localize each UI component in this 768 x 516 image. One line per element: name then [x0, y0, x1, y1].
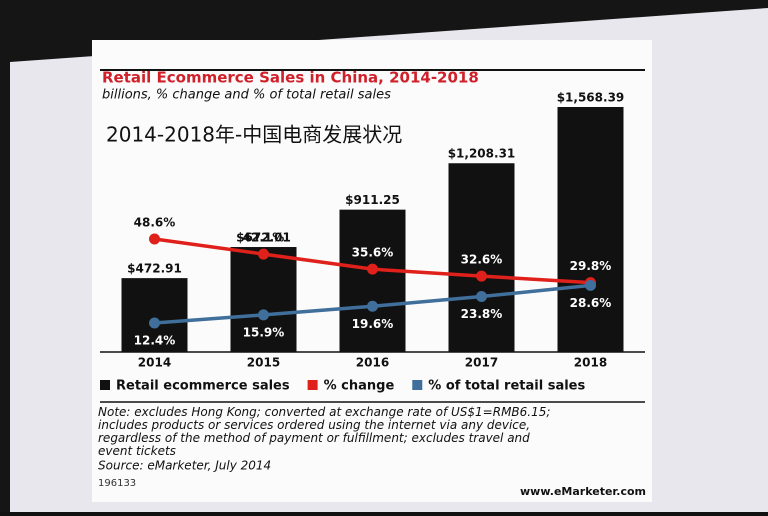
point-label: 23.8%: [461, 307, 503, 321]
legend-label: % change: [324, 379, 395, 394]
point-label: 12.4%: [134, 334, 176, 348]
point: [476, 270, 487, 282]
point: [585, 279, 596, 291]
source: Source: eMarketer, July 2014: [98, 459, 271, 473]
point-label: 19.6%: [352, 317, 394, 331]
x-tick-label: 2018: [574, 356, 607, 370]
bar: [448, 163, 515, 352]
point-label: 48.6%: [134, 216, 176, 230]
note: Note: excludes Hong Kong; converted at e…: [98, 405, 550, 458]
bar: [339, 209, 406, 352]
point-label: 28.6%: [570, 296, 612, 310]
bar: [121, 278, 188, 352]
x-tick-label: 2014: [138, 356, 171, 370]
point-label: 15.9%: [243, 325, 285, 339]
point: [367, 263, 378, 275]
bar: [557, 107, 624, 352]
annotation: 2014-2018年-中国电商发展状况: [106, 123, 402, 147]
point: [476, 291, 487, 303]
point-label: 42.1%: [243, 231, 285, 245]
bar-label: $672.01: [236, 231, 291, 245]
point: [367, 300, 378, 312]
bar-label: $1,568.39: [557, 91, 625, 105]
bar: [230, 247, 297, 352]
legend-swatch: [307, 380, 318, 390]
legend-label: % of total retail sales: [428, 379, 585, 394]
x-tick-label: 2017: [465, 356, 498, 370]
chart-subtitle: billions, % change and % of total retail…: [102, 88, 391, 103]
point: [258, 248, 269, 260]
bar-label: $1,208.31: [448, 147, 516, 161]
point-label: 29.8%: [570, 259, 612, 273]
bar-label: $472.91: [127, 262, 182, 276]
legend-label: Retail ecommerce sales: [116, 379, 290, 394]
point: [149, 317, 160, 329]
x-tick-label: 2016: [356, 356, 389, 370]
website: www.eMarketer.com: [520, 485, 646, 498]
point: [258, 309, 269, 321]
bar-label: $911.25: [345, 193, 400, 207]
point-label: 35.6%: [352, 246, 394, 260]
point-label: 32.6%: [461, 253, 503, 267]
legend-swatch: [412, 380, 423, 390]
chart-title: Retail Ecommerce Sales in China, 2014-20…: [102, 69, 479, 87]
x-tick-label: 2015: [247, 356, 280, 370]
point: [149, 233, 160, 245]
legend-swatch: [100, 380, 110, 390]
chart-id: 196133: [98, 478, 136, 489]
